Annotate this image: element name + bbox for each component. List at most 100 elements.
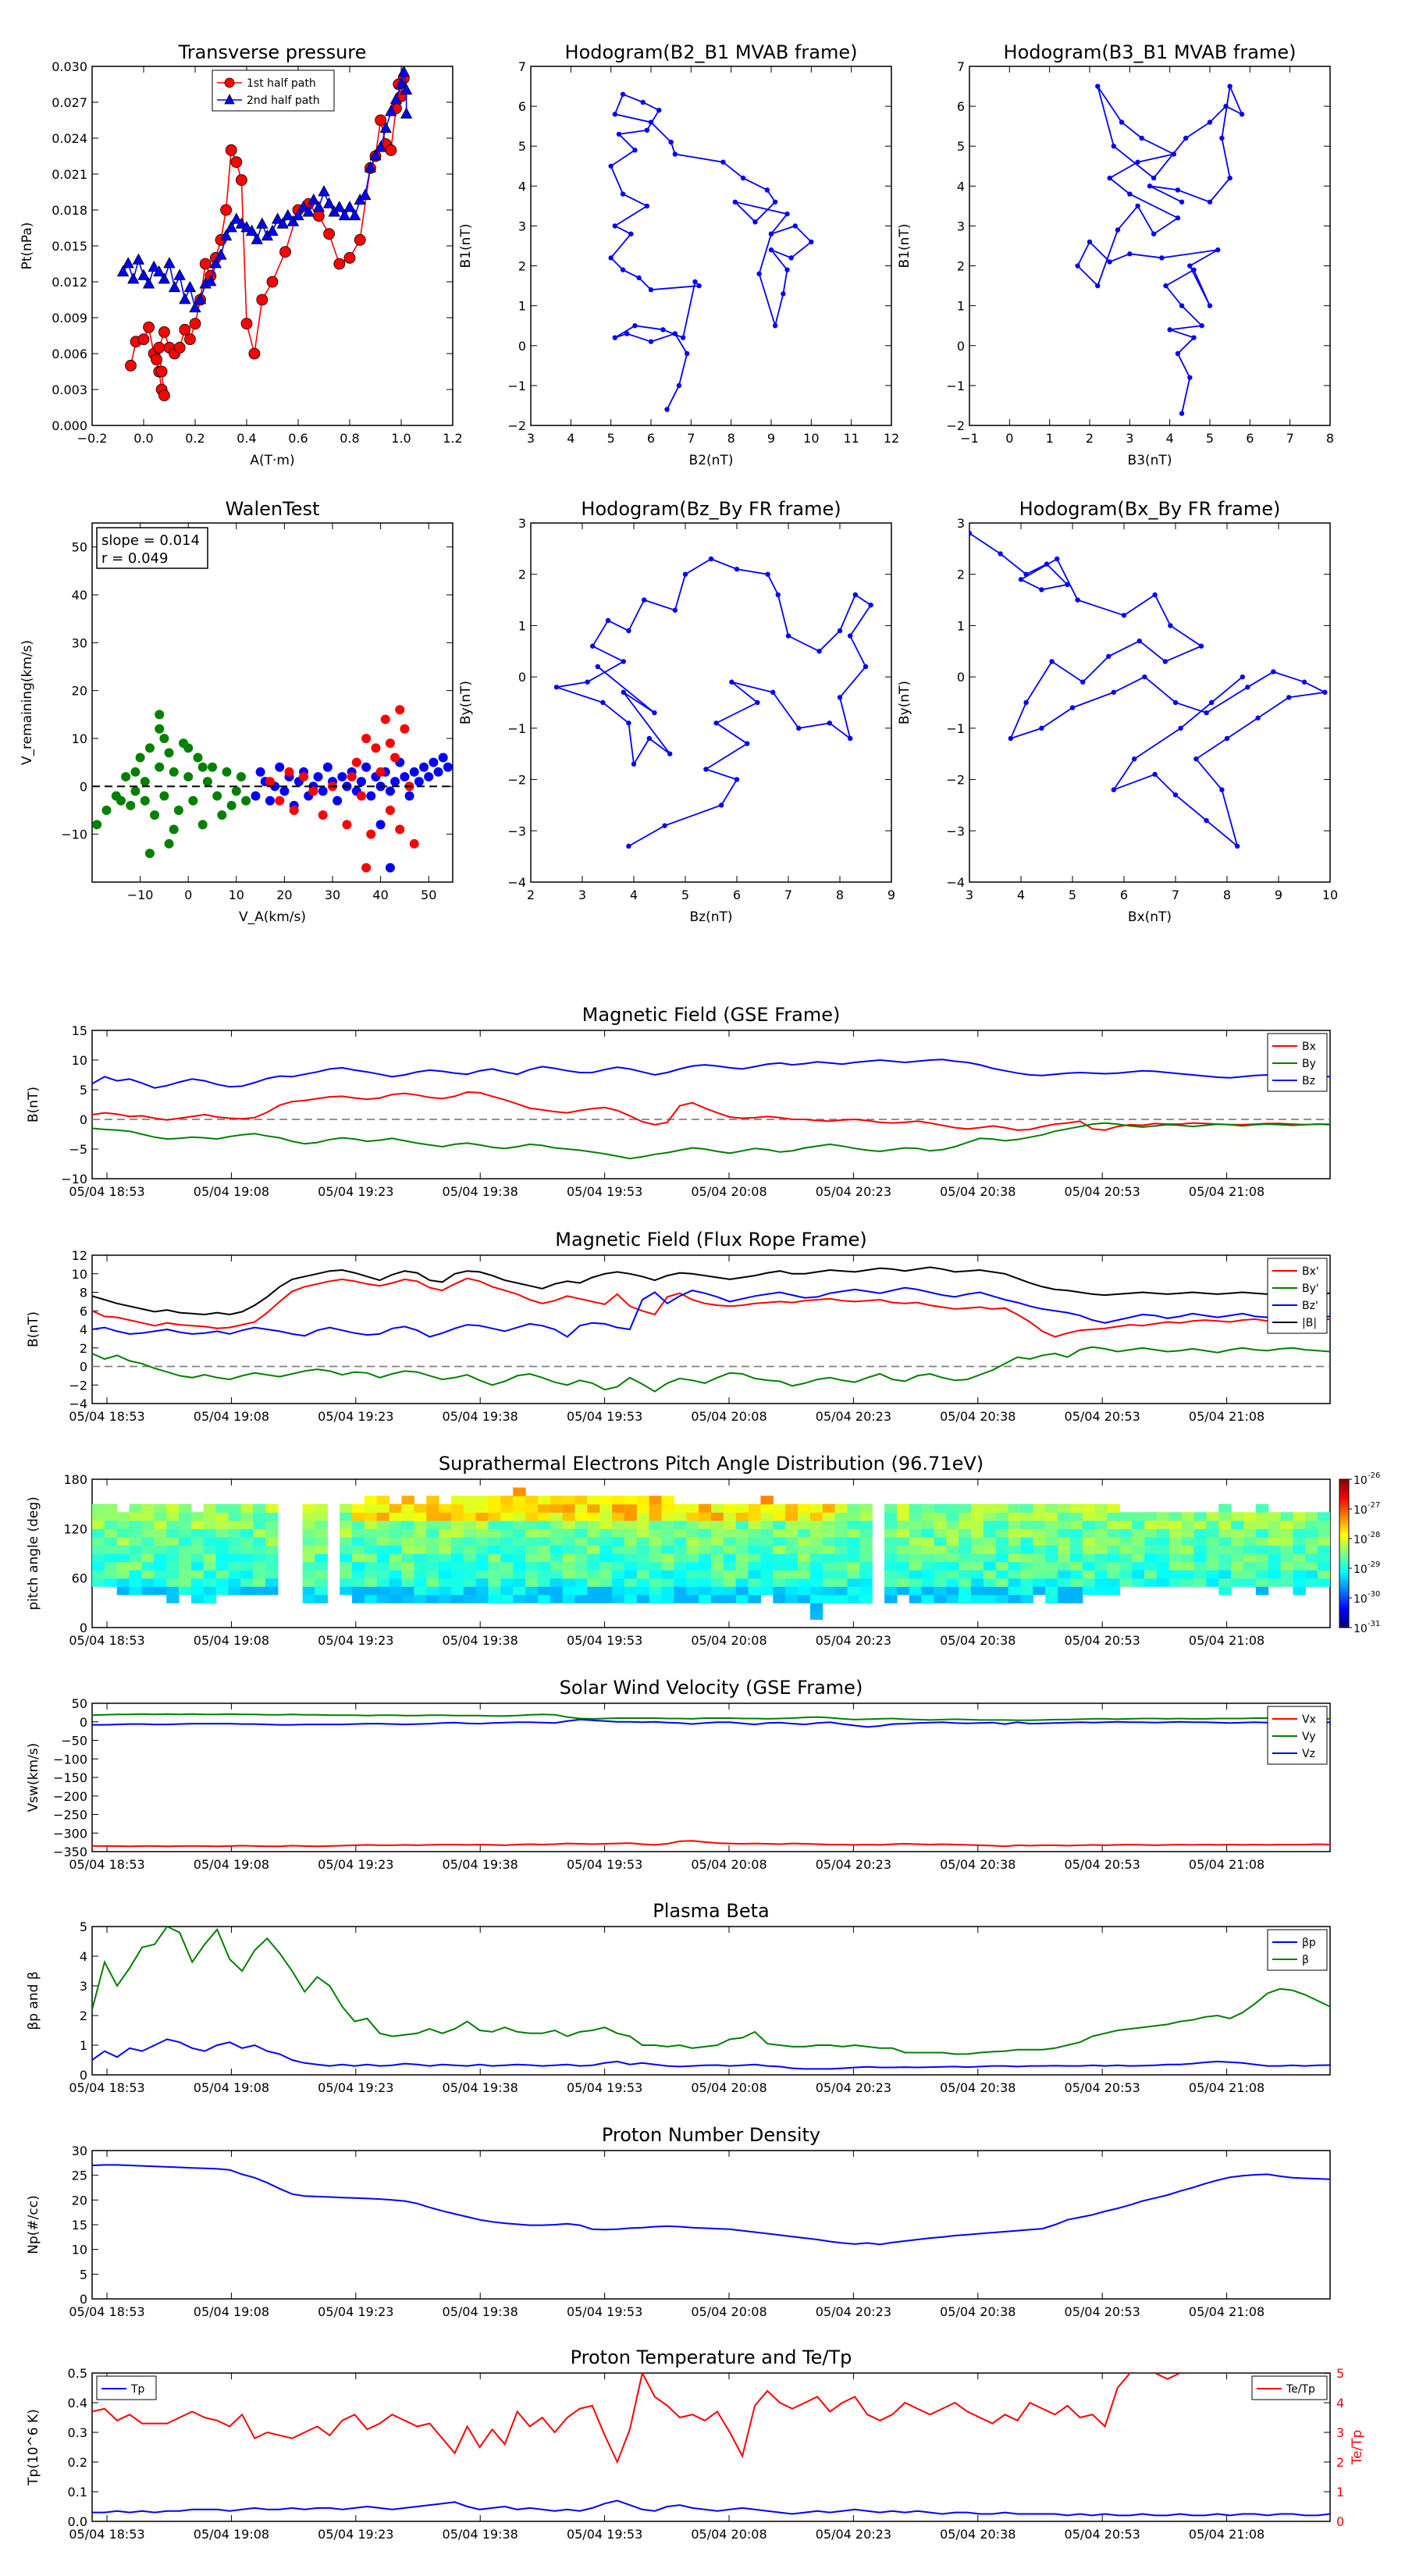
heatmap-cell — [352, 1520, 365, 1529]
data-point — [621, 659, 626, 664]
data-point — [322, 762, 333, 772]
y-tick-label: 0.021 — [52, 167, 87, 182]
y-tick-label: 10 — [72, 2243, 87, 2258]
y-tick-label: −4 — [69, 1397, 87, 1411]
plot-area — [91, 66, 454, 426]
heatmap-cell — [909, 1528, 923, 1538]
heatmap-cell — [624, 1520, 638, 1529]
heatmap-cell — [1181, 1512, 1195, 1521]
x-tick-label: 05/04 20:23 — [816, 2080, 891, 2095]
heatmap-cell — [1119, 1553, 1133, 1563]
heatmap-cell — [959, 1512, 972, 1521]
y-axis-label: Vsw(km/s) — [26, 1743, 41, 1813]
heatmap-cell — [735, 1512, 749, 1521]
heatmap-cell — [921, 1578, 935, 1587]
x-tick-label: 2 — [1086, 431, 1094, 446]
x-tick-label: 4 — [567, 431, 574, 446]
data-point — [1132, 756, 1137, 762]
data-point — [143, 321, 155, 333]
heatmap-cell — [983, 1545, 997, 1554]
x-tick-label: 8 — [836, 888, 844, 902]
data-point — [286, 215, 300, 226]
data-point — [371, 743, 381, 753]
heatmap-cell — [884, 1578, 898, 1587]
heatmap-cell — [92, 1545, 105, 1554]
data-point — [127, 272, 140, 284]
heatmap-cell — [959, 1503, 972, 1513]
heatmap-cell — [525, 1528, 539, 1538]
data-point — [1207, 303, 1213, 308]
heatmap-cell — [315, 1561, 328, 1571]
data-point — [343, 201, 356, 212]
heatmap-cell — [475, 1503, 489, 1513]
heatmap-cell — [203, 1520, 217, 1529]
x-tick-label: 05/04 19:23 — [318, 2080, 393, 2095]
heatmap-cell — [574, 1512, 588, 1521]
x-tick-label: 05/04 20:23 — [816, 1184, 891, 1199]
heatmap-cell — [574, 1528, 588, 1538]
heatmap-cell — [735, 1503, 749, 1513]
heatmap-cell — [1243, 1536, 1257, 1546]
heatmap-cell — [488, 1545, 501, 1554]
data-point — [1286, 695, 1292, 700]
heatmap-cell — [500, 1594, 514, 1603]
data-point — [642, 597, 647, 603]
heatmap-cell — [488, 1512, 501, 1521]
heatmap-cell — [1008, 1528, 1022, 1538]
y-axis-label: B(nT) — [26, 1087, 41, 1123]
heatmap-cell — [1094, 1586, 1108, 1596]
x-tick-label: 6 — [647, 431, 655, 446]
heatmap-cell — [587, 1496, 600, 1505]
heatmap-cell — [265, 1528, 279, 1538]
colorbar-exponent: -30 — [1368, 1590, 1380, 1599]
data-point — [646, 735, 652, 742]
heatmap-cell — [587, 1570, 600, 1579]
heatmap-cell — [612, 1545, 625, 1554]
heatmap-cell — [760, 1586, 774, 1596]
data-point — [197, 762, 208, 772]
data-point — [616, 131, 622, 137]
heatmap-cell — [785, 1536, 799, 1546]
heatmap-cell — [1181, 1520, 1195, 1529]
plot-area — [91, 1703, 1331, 1852]
data-point — [852, 592, 859, 598]
data-point — [827, 720, 833, 726]
heatmap-cell — [500, 1578, 514, 1587]
heatmap-cell — [1156, 1578, 1170, 1587]
x-tick-label: 05/04 19:23 — [318, 1857, 393, 1872]
heatmap-cell — [896, 1503, 910, 1513]
heatmap-cell — [587, 1553, 600, 1563]
heatmap-cell — [1193, 1578, 1207, 1587]
heatmap-cell — [773, 1578, 786, 1587]
x-tick-label: 05/04 19:53 — [567, 2304, 642, 2319]
heatmap-cell — [773, 1503, 786, 1513]
heatmap-cell — [116, 1545, 130, 1554]
heatmap-cell — [921, 1570, 935, 1579]
heatmap-cell — [253, 1503, 266, 1513]
heatmap-cell — [450, 1578, 464, 1587]
data-point — [719, 802, 724, 808]
y2-axis-label: Te/Tp — [1350, 2430, 1365, 2466]
series-line-Np — [92, 2164, 1330, 2246]
heatmap-cell — [154, 1578, 167, 1587]
y-tick-label: 15 — [72, 1023, 87, 1038]
data-point — [153, 341, 165, 354]
heatmap-cell — [909, 1586, 923, 1596]
y-tick-label: 0 — [80, 1621, 87, 1635]
data-point — [621, 689, 626, 696]
heatmap-cell — [1168, 1545, 1183, 1554]
data-point — [168, 280, 181, 293]
heatmap-cell — [760, 1496, 774, 1505]
heatmap-cell — [340, 1528, 353, 1538]
heatmap-cell — [1020, 1512, 1033, 1521]
heatmap-cell — [934, 1586, 947, 1596]
heatmap-cell — [1206, 1545, 1219, 1554]
data-layer — [92, 2164, 1330, 2246]
data-point — [369, 149, 382, 161]
heatmap-cell — [475, 1520, 489, 1529]
heatmap-cell — [179, 1586, 192, 1596]
heatmap-cell — [983, 1520, 997, 1529]
legend-label: βp — [1302, 1937, 1316, 1949]
heatmap-cell — [760, 1578, 774, 1587]
